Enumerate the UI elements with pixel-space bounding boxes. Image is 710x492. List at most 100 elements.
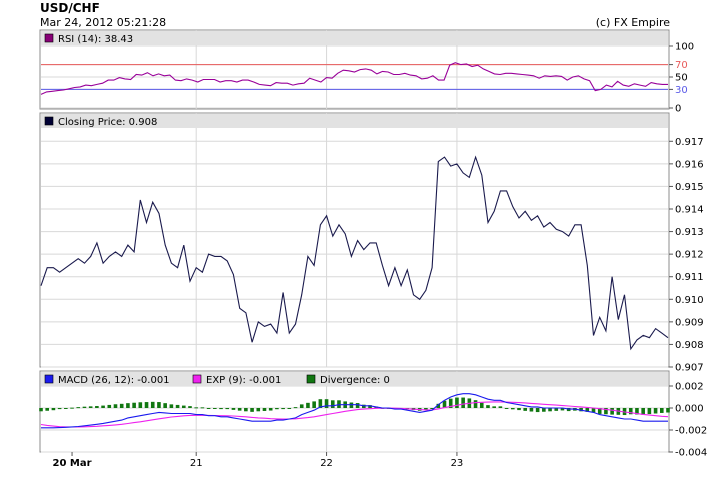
divergence-bar	[213, 408, 217, 409]
y-tick-label: 0.912	[675, 250, 704, 261]
price-legend-label: Closing Price: 0.908	[58, 117, 157, 128]
divergence-bar	[504, 408, 509, 409]
divergence-bar	[88, 406, 93, 408]
divergence-bar	[306, 402, 310, 408]
divergence-bar	[647, 408, 652, 415]
divergence-bar	[175, 404, 180, 408]
divergence-bar	[39, 408, 43, 412]
divergence-bar	[275, 408, 279, 410]
divergence-bar	[219, 408, 223, 410]
macd-line	[41, 393, 668, 429]
divergence-bar	[535, 408, 540, 413]
rsi-series	[40, 62, 668, 95]
divergence-bar	[231, 408, 236, 410]
y-tick-label: 0.000	[675, 404, 704, 415]
macd-legend-swatch	[44, 374, 54, 384]
divergence-bar	[324, 399, 329, 408]
y-tick-label: 0.911	[675, 272, 704, 283]
rsi-legend-swatch	[44, 33, 54, 43]
divergence-bar	[448, 398, 453, 408]
divergence-bar	[262, 408, 267, 411]
y-tick-label: 0.910	[675, 295, 704, 306]
y-tick-label: 0.915	[675, 182, 704, 193]
divergence-bar	[455, 397, 459, 408]
macd-series	[39, 393, 670, 429]
divergence-bar	[76, 407, 81, 409]
divergence-bar	[299, 404, 304, 408]
closing-price-line	[40, 155, 669, 351]
y-tick-label: 0.909	[675, 317, 704, 328]
timestamp: Mar 24, 2012 05:21:28	[40, 16, 166, 29]
y-tick-label: 0.907	[675, 363, 704, 374]
x-tick-label: 21	[190, 458, 203, 469]
divergence-bar	[542, 408, 546, 412]
divergence-bar	[666, 408, 670, 413]
divergence-bar	[330, 400, 335, 408]
divergence-bar	[95, 406, 99, 408]
divergence-bar	[368, 405, 372, 408]
divergence-bar	[225, 408, 230, 410]
rsi-legend-bar	[41, 31, 668, 45]
divergence-bar	[138, 402, 143, 408]
divergence-bar	[492, 406, 496, 408]
credit: (c) FX Empire	[596, 16, 670, 29]
divergence-bar	[64, 408, 68, 409]
exp-legend-swatch	[192, 374, 202, 384]
y-tick-label: 30	[675, 85, 688, 96]
divergence-bar	[498, 406, 503, 408]
divergence-bar	[70, 407, 74, 409]
divergence-bar	[150, 401, 155, 408]
divergence-bar	[312, 401, 316, 408]
divergence-bar	[554, 408, 559, 411]
divergence-bar	[157, 402, 161, 408]
y-tick-label: 0.917	[675, 137, 704, 148]
divergence-legend-swatch	[306, 374, 316, 384]
price-panel: Closing Price: 0.908 0.917 0.916 0.915 0.91…	[39, 112, 704, 374]
price-legend-swatch	[44, 116, 54, 126]
divergence-bar	[200, 407, 205, 409]
y-tick-label: 0.002	[675, 382, 704, 393]
divergence-bar	[597, 408, 602, 414]
divergence-bar	[51, 408, 56, 411]
divergence-bar	[560, 408, 565, 411]
rsi-line	[40, 62, 668, 95]
divergence-bar	[604, 408, 608, 415]
x-axis: 20 Mar 21 22 23	[53, 452, 464, 469]
y-tick-label: -0.002	[675, 426, 707, 437]
x-tick-label: 22	[320, 458, 333, 469]
divergence-bar	[82, 406, 87, 408]
divergence-bar	[591, 408, 596, 413]
y-tick-label: 70	[675, 60, 688, 71]
divergence-bar	[436, 403, 441, 408]
x-tick-label: 20 Mar	[53, 458, 92, 469]
x-tick-label: 23	[451, 458, 464, 469]
divergence-bar	[318, 399, 323, 408]
divergence-bar	[206, 408, 211, 409]
divergence-bar	[511, 408, 515, 410]
divergence-bar	[486, 405, 490, 408]
macd-panel: MACD (26, 12): -0.001 EXP (9): -0.001 Di…	[39, 370, 707, 459]
divergence-bar	[250, 408, 254, 412]
divergence-bar	[337, 400, 341, 408]
symbol-title: USD/CHF	[40, 1, 100, 15]
divergence-bar	[585, 408, 590, 412]
divergence-bar	[256, 408, 261, 412]
y-tick-label: 0.908	[675, 340, 704, 351]
divergence-bar	[628, 408, 633, 415]
divergence-bar	[188, 406, 192, 408]
divergence-bar	[362, 404, 366, 408]
y-tick-label: 0.916	[675, 159, 704, 170]
divergence-bar	[132, 402, 136, 408]
divergence-bar	[113, 404, 118, 408]
divergence-bar	[107, 404, 112, 408]
y-tick-label: 100	[675, 42, 694, 53]
divergence-bar	[119, 403, 124, 408]
divergence-bar	[653, 408, 658, 414]
divergence-bar	[659, 408, 664, 413]
divergence-bar	[641, 408, 645, 415]
divergence-bar	[181, 405, 186, 408]
exp-legend-label: EXP (9): -0.001	[206, 375, 281, 386]
